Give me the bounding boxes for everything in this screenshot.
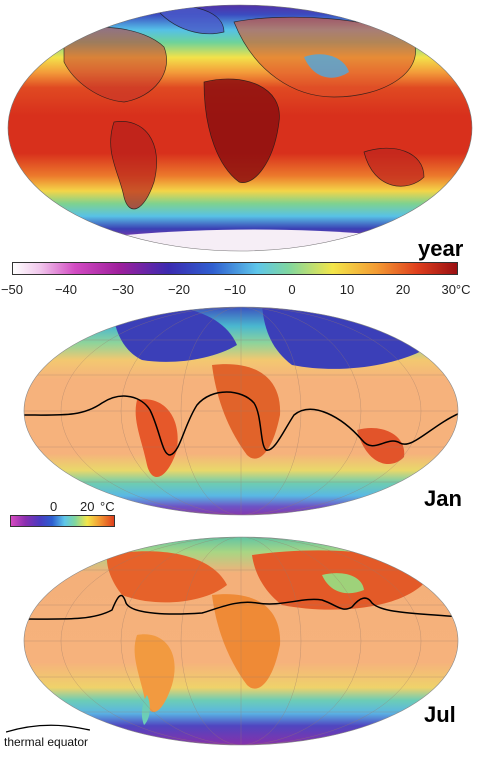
year-tick-30: 30°C xyxy=(441,282,471,297)
july-temperature-map xyxy=(22,535,460,747)
month-tick-20: 20 xyxy=(80,499,95,514)
year-tick-minus10: −10 xyxy=(223,282,247,297)
year-tick-10: 10 xyxy=(339,282,355,297)
monthly-color-scale xyxy=(10,515,115,527)
panel-label-jul: Jul xyxy=(424,702,456,727)
month-unit: °C xyxy=(100,499,115,514)
year-tick-minus30: −30 xyxy=(111,282,135,297)
thermal-equator-jan xyxy=(24,391,458,456)
year-tick-minus40: −40 xyxy=(54,282,78,297)
year-tick-minus20: −20 xyxy=(167,282,191,297)
month-tick-0: 0 xyxy=(50,499,58,514)
annual-temperature-map xyxy=(4,2,476,254)
year-tick-0: 0 xyxy=(288,282,296,297)
year-tick-minus50: −50 xyxy=(0,282,24,297)
panel-label-year: year xyxy=(418,236,464,261)
thermal-equator-legend-label: thermal equator xyxy=(4,735,89,749)
january-temperature-map xyxy=(22,305,460,517)
year-tick-20: 20 xyxy=(395,282,411,297)
thermal-equator-jul xyxy=(24,594,458,620)
thermal-equator-legend-line xyxy=(6,724,90,733)
annual-color-scale xyxy=(12,262,458,275)
panel-label-jan: Jan xyxy=(424,486,462,511)
